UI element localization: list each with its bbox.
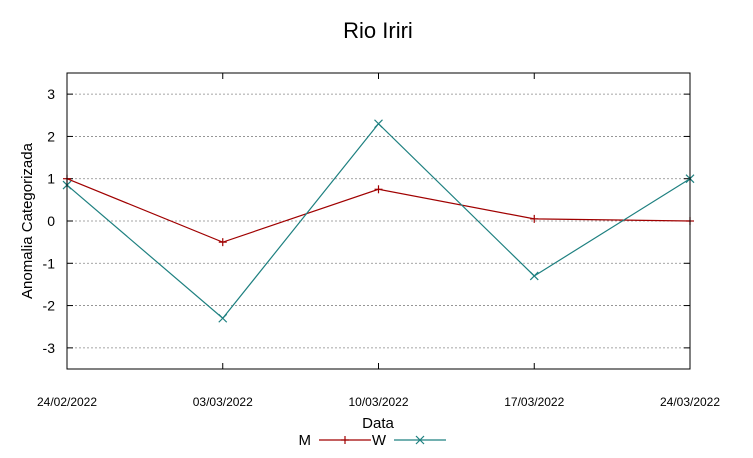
y-tick-label: 1 (47, 171, 55, 187)
y-tick-label: 2 (47, 128, 55, 144)
data-point-x (529, 271, 539, 281)
data-point-plus (218, 238, 227, 247)
x-axis-label: Data (362, 415, 394, 432)
data-point-plus (530, 214, 539, 223)
x-tick-label: 17/03/2022 (504, 395, 564, 409)
y-tick-label: -1 (43, 255, 56, 271)
y-tick-label: 3 (47, 86, 55, 102)
x-tick-label: 24/02/2022 (37, 395, 97, 409)
y-tick-label: -3 (43, 340, 56, 356)
data-point-plus (374, 185, 383, 194)
x-tick-labels: 24/02/2022 03/03/2022 10/03/2022 17/03/2022… (37, 395, 720, 409)
y-tick-label: 0 (47, 213, 55, 229)
grid-lines (66, 73, 691, 369)
plot-frame (66, 72, 691, 370)
y-axis-label: Anomalia Categorizada (19, 142, 36, 299)
y-tick-label: -2 (43, 298, 56, 314)
data-point-x (374, 119, 383, 129)
x-tick-label: 03/03/2022 (193, 395, 253, 409)
y-tick-labels: 3 2 1 0 -1 -2 -3 (43, 86, 56, 356)
legend-label-m: M (299, 432, 312, 449)
chart-title: Rio Iriri (343, 18, 413, 43)
legend-label-w: W (372, 432, 387, 449)
data-point-x (415, 435, 425, 445)
series-group (62, 119, 695, 323)
data-point-plus (341, 436, 349, 444)
x-tick-label: 10/03/2022 (348, 395, 408, 409)
x-tick-label: 24/03/2022 (660, 395, 720, 409)
data-point-x (218, 313, 228, 323)
